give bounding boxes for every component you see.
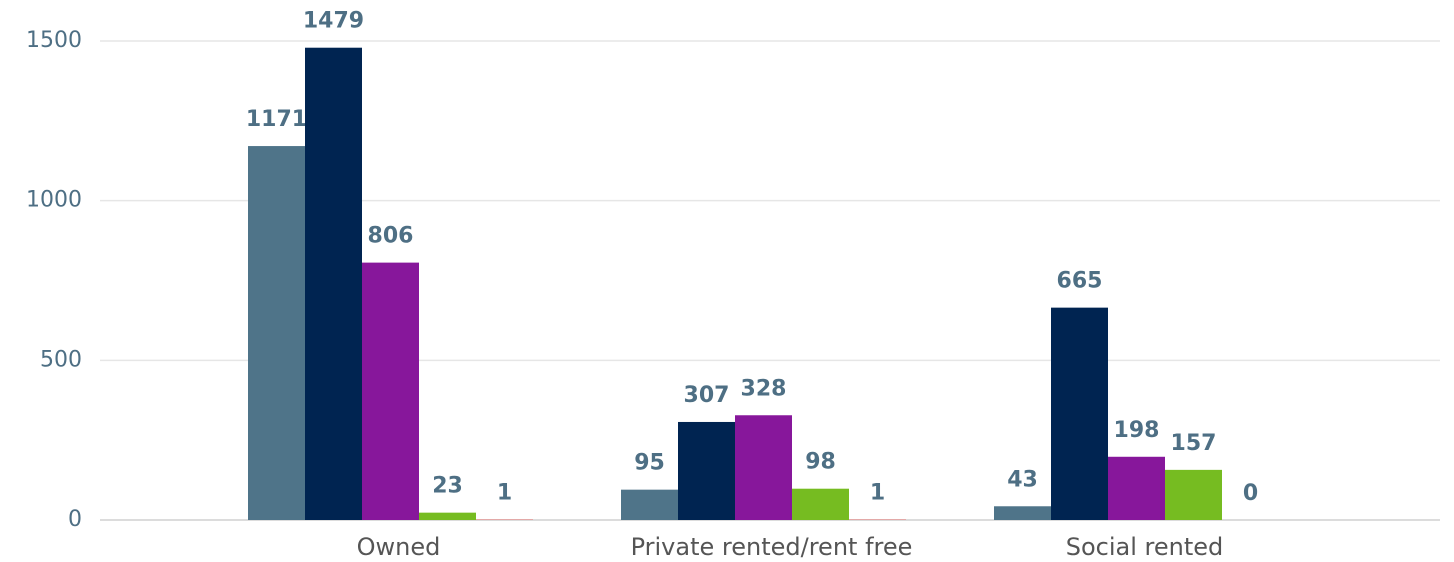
bar [1108, 456, 1165, 520]
bar [994, 506, 1051, 520]
x-tick-label: Social rented [1066, 533, 1224, 561]
y-tick-label: 500 [40, 347, 82, 372]
y-tick-label: 1500 [26, 28, 82, 53]
bar [362, 262, 419, 520]
bar [678, 421, 735, 520]
x-tick-label: Owned [357, 533, 441, 561]
y-tick-label: 0 [68, 507, 82, 532]
bar [792, 488, 849, 520]
value-label: 1479 [303, 9, 364, 34]
bar [1051, 307, 1108, 520]
value-label: 1 [870, 481, 885, 506]
bar [305, 47, 362, 521]
value-label: 98 [805, 450, 836, 475]
value-label: 43 [1007, 467, 1038, 492]
value-label: 328 [741, 376, 787, 401]
value-label: 307 [684, 383, 730, 408]
bar [1165, 469, 1222, 520]
bar [735, 415, 792, 520]
value-label: 23 [432, 474, 463, 499]
value-label: 806 [368, 224, 414, 249]
value-label: 95 [634, 451, 665, 476]
value-label: 665 [1057, 269, 1103, 294]
value-label: 1171 [246, 107, 307, 132]
value-label: 1 [497, 481, 512, 506]
bar [419, 512, 476, 520]
bar [621, 489, 678, 520]
x-tick-label: Private rented/rent free [631, 533, 913, 561]
bar [248, 146, 305, 520]
value-label: 198 [1114, 418, 1160, 443]
value-label: 157 [1171, 431, 1217, 456]
y-tick-label: 1000 [26, 188, 82, 213]
value-label: 0 [1243, 481, 1258, 506]
